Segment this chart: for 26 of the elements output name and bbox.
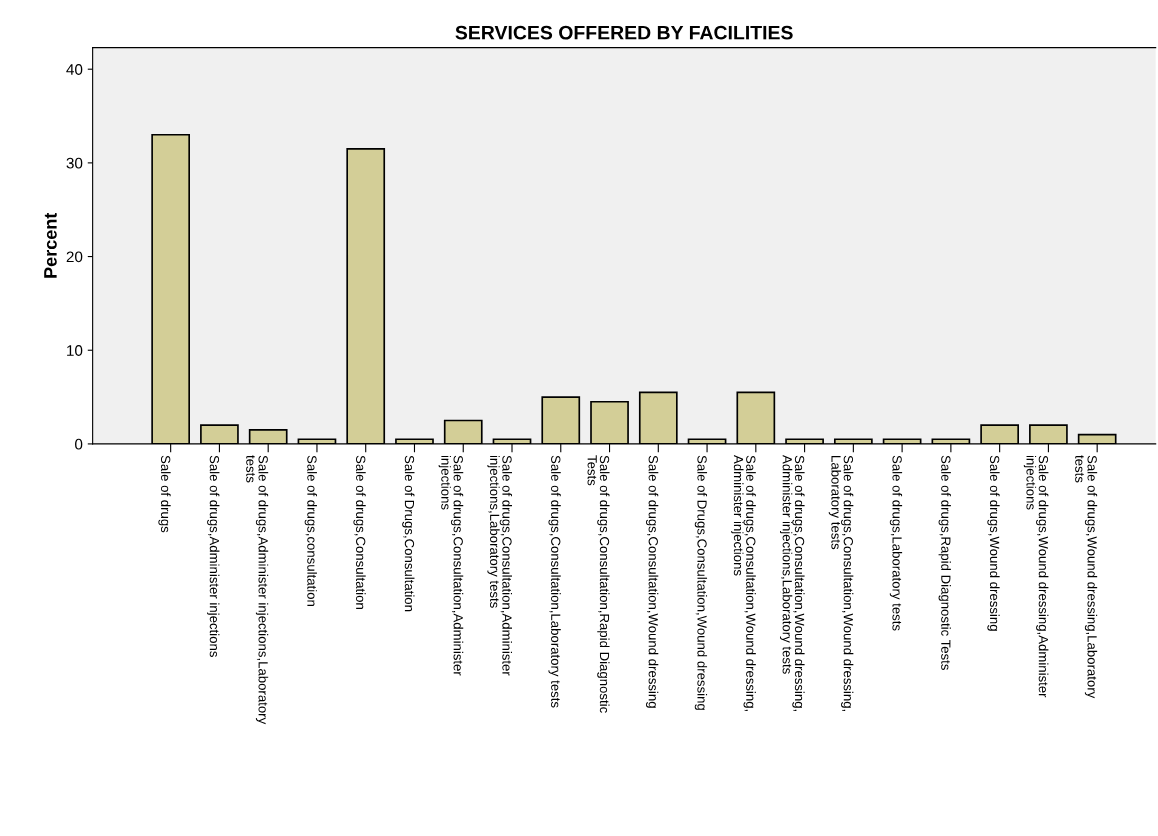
x-tick-label: Sale of Drugs,Consultation,Wound dressing	[694, 455, 708, 710]
x-tick-label: Sale of drugs,Consultation,Rapid Diagnostic Tests	[587, 455, 610, 713]
x-tick-label: Sale of drugs,Wound dressing,Administer injections	[1023, 455, 1049, 698]
x-tick-label: Sale of Drugs,Consultation	[402, 455, 415, 612]
x-tick-label: Sale of drugs,Consultation,Laboratory tests	[548, 455, 561, 708]
chart-title: SERVICES OFFERED BY FACILITIES	[455, 25, 793, 40]
y-tick-label: 0	[75, 438, 83, 450]
x-tick-label: Sale of drugs,Wound dressing,Laboratory tests	[1075, 455, 1098, 699]
x-tick-label: Sale of drugs,Administer injections,Laboratory tests	[246, 455, 269, 725]
x-tick-label: Sale of drugs,Consultation,Wound dressing, Administer injections	[731, 455, 756, 712]
x-tick-label: Sale of drugs	[158, 455, 171, 533]
x-tick-label: Sale of drugs,consultation	[304, 455, 317, 606]
x-tick-label: Sale of drugs,Rapid Diagnostic Tests	[938, 455, 951, 670]
x-tick-label: Sale of drugs,Wound dressing	[987, 455, 1000, 631]
y-axis-title: Percent	[44, 212, 57, 278]
x-tick-label: Sale of drugs,Consultation,Wound dressing, Laboratory tests	[828, 455, 854, 712]
y-tick-label: 10	[67, 345, 83, 356]
y-tick-label: 40	[66, 64, 83, 75]
y-tick-label: 30	[66, 157, 83, 169]
x-tick-label: Sale of drugs,Consultation,Wound dressing	[646, 455, 659, 708]
x-tick-label: Sale of drugs,Laboratory tests	[889, 455, 903, 631]
x-tick-label: Sale of drugs,Consultation	[353, 455, 366, 609]
x-tick-label: Sale of drugs,Consultation,Wound dressing, Administer injections,Laboratory tests	[779, 455, 805, 712]
y-tick-label: 20	[66, 251, 83, 263]
x-tick-label: Sale of drugs,Consultation,Administer injections	[438, 455, 464, 676]
x-tick-label: Sale of drugs,Administer injections	[207, 455, 220, 657]
